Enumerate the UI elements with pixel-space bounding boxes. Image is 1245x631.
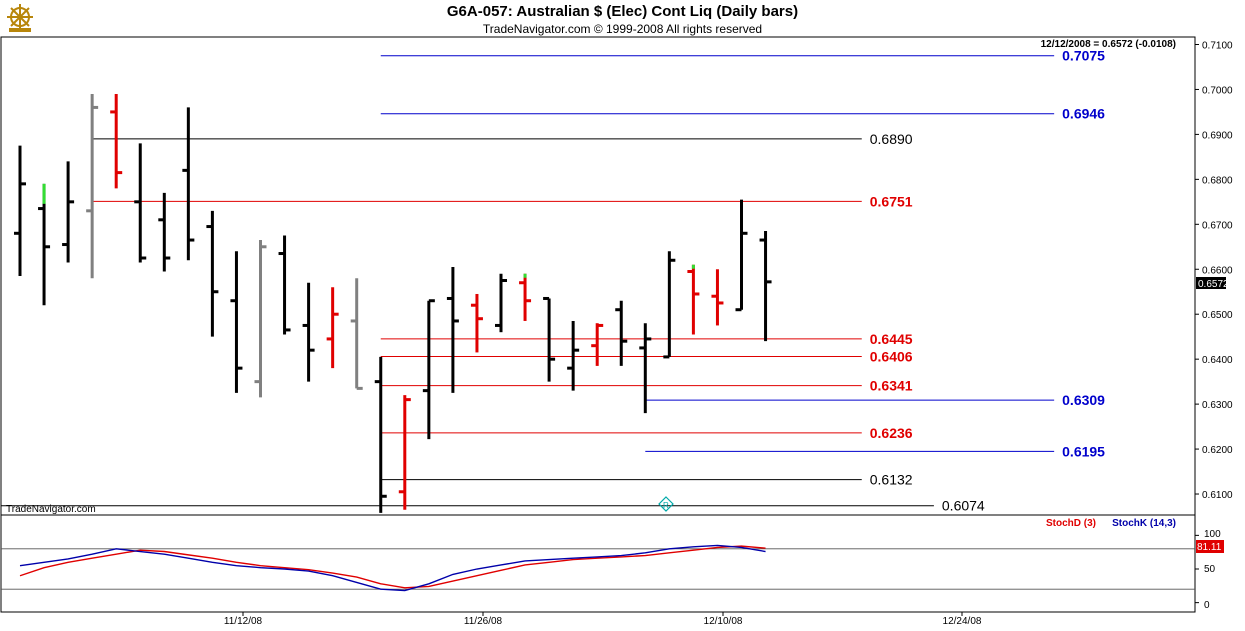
ohlc-bar — [519, 273, 532, 321]
svg-text:R: R — [663, 501, 669, 510]
ohlc-bar — [639, 323, 652, 414]
ohlc-bar — [326, 287, 339, 369]
level-label: 0.6074 — [942, 498, 985, 514]
x-tick-label: 11/12/08 — [224, 616, 263, 627]
ohlc-bar — [495, 273, 507, 333]
stochk-line — [19, 544, 766, 592]
price-tick-label: 0.6800 — [1202, 175, 1233, 186]
stochd-line — [19, 545, 766, 589]
ohlc-bar — [254, 240, 267, 398]
price-tick-label: 0.6400 — [1202, 355, 1233, 366]
ohlc-bar — [206, 210, 219, 337]
ohlc-bar — [350, 278, 363, 390]
level-label: 0.6236 — [870, 425, 913, 441]
level-label: 0.6132 — [870, 472, 913, 488]
stochk-legend: StochK (14,3) — [1112, 518, 1176, 529]
stoch-panel-frame — [0, 514, 1196, 613]
level-label: 0.6890 — [870, 131, 913, 147]
ohlc-bar — [62, 161, 75, 263]
ohlc-bar — [735, 199, 748, 312]
stoch-tick-0: 0 — [1204, 600, 1210, 611]
price-tick-label: 0.6100 — [1202, 490, 1233, 501]
price-tick-label: 0.7000 — [1202, 85, 1233, 96]
ohlc-bar — [615, 300, 628, 366]
ohlc-bar — [470, 293, 483, 353]
ohlc-bar — [374, 356, 387, 513]
ohlc-bar — [687, 264, 700, 335]
ohlc-bar — [230, 251, 243, 393]
level-label: 0.6195 — [1062, 443, 1105, 459]
ohlc-bar — [663, 251, 676, 359]
x-tick-label: 11/26/08 — [464, 616, 503, 627]
x-tick-label: 12/24/08 — [943, 616, 982, 627]
ohlc-bar — [182, 107, 195, 261]
ohlc-bar — [278, 235, 291, 335]
price-tick-label: 0.6600 — [1202, 265, 1233, 276]
price-tick-label: 0.6300 — [1202, 400, 1233, 411]
copyright-subtitle: TradeNavigator.com © 1999-2008 All right… — [482, 22, 763, 36]
price-panel-frame — [0, 36, 1196, 516]
ohlc-bar — [591, 323, 604, 366]
stoch-current-tag — [1196, 540, 1224, 553]
level-label: 0.6946 — [1062, 106, 1105, 122]
price-tick-label: 0.6200 — [1202, 445, 1233, 456]
ohlc-bar — [759, 231, 772, 342]
ohlc-bar — [110, 93, 123, 189]
chart-title: G6A-057: Australian $ (Elec) Cont Liq (D… — [446, 3, 799, 20]
stoch-tick-50: 50 — [1204, 564, 1216, 575]
ohlc-bar — [543, 296, 556, 382]
ohlc-bar — [567, 320, 580, 391]
stochd-legend: StochD (3) — [1046, 518, 1096, 529]
level-label: 0.6341 — [870, 378, 913, 394]
watermark-text: TradeNavigator.com — [6, 504, 96, 515]
ohlc-bar — [446, 267, 459, 393]
ohlc-bar — [398, 395, 411, 510]
ohlc-bar — [711, 269, 724, 326]
ohlc-bar — [86, 93, 99, 279]
price-tick-label: 0.6700 — [1202, 220, 1233, 231]
level-label: 0.6309 — [1062, 392, 1105, 408]
time-marker-icon[interactable]: R — [658, 496, 674, 512]
ship-wheel-logo-icon — [7, 4, 33, 32]
ohlc-bar — [158, 192, 171, 272]
ohlc-bar — [302, 282, 315, 382]
price-tick-label: 0.6900 — [1202, 130, 1233, 141]
level-label: 0.6406 — [870, 348, 913, 364]
current-price-tag — [1196, 277, 1226, 289]
level-label: 0.6751 — [870, 193, 913, 209]
ohlc-bar — [38, 183, 51, 306]
level-label: 0.6445 — [870, 331, 913, 347]
stoch-current-label: 81.11 — [1197, 542, 1222, 553]
ohlc-bar — [14, 145, 26, 276]
last-quote-text: 12/12/2008 = 0.6572 (-0.0108) — [1041, 39, 1176, 50]
level-label: 0.7075 — [1062, 48, 1105, 64]
ohlc-bar — [422, 299, 435, 440]
x-tick-label: 12/10/08 — [704, 616, 743, 627]
price-tick-label: 0.6500 — [1202, 310, 1233, 321]
ohlc-bar — [134, 143, 147, 263]
price-tick-label: 0.7100 — [1202, 40, 1233, 51]
current-price-label: 0.6572 — [1198, 279, 1229, 290]
stoch-tick-100: 100 — [1204, 529, 1221, 540]
